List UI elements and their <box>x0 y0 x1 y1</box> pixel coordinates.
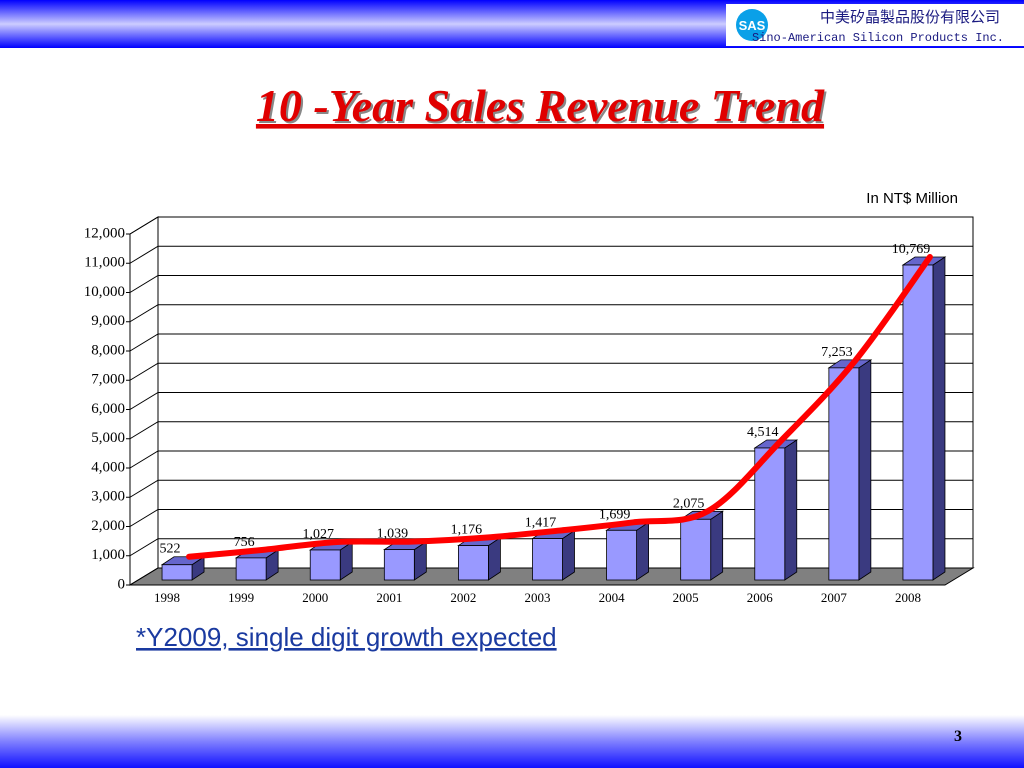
bar-side <box>932 256 946 581</box>
y-tick-label: 4,000 <box>91 459 125 475</box>
x-tick-label: 1998 <box>154 590 180 605</box>
y-tick-label: 9,000 <box>91 313 125 329</box>
bar <box>383 549 415 581</box>
y-tick-label: 3,000 <box>91 489 125 505</box>
value-label: 4,514 <box>747 425 779 440</box>
bar-side <box>784 439 798 581</box>
trend-line <box>186 254 933 560</box>
x-tick-label: 2005 <box>673 590 699 605</box>
x-tick-label: 2000 <box>302 590 328 605</box>
title-shadow: 10 -Year Sales Revenue Trend <box>258 82 827 133</box>
grid-line <box>129 304 973 323</box>
y-tick-label: 2,000 <box>91 518 125 534</box>
grid-line <box>129 392 973 410</box>
chart: 0 1,000 2,000 3,000 4,000 5,000 6,000 7,000 8,00… <box>84 216 975 605</box>
grid-line <box>129 509 973 527</box>
value-label: 756 <box>234 535 255 550</box>
bar <box>828 367 860 581</box>
logo-circle <box>736 9 768 41</box>
y-tick-label: 8,000 <box>91 342 125 358</box>
x-tick-label: 2001 <box>376 590 402 605</box>
y-tick-label: 10,000 <box>84 284 125 300</box>
bar <box>606 529 637 581</box>
x-tick-label: 2007 <box>821 590 848 605</box>
grid-line <box>129 245 973 264</box>
grid-line <box>129 362 973 381</box>
y-tick-label: 11,000 <box>84 255 125 271</box>
bar-side <box>710 510 724 581</box>
value-label: 1,176 <box>451 523 483 538</box>
bar-side <box>562 529 575 581</box>
grid-line <box>129 421 973 440</box>
y-tick-label: 12,000 <box>84 225 125 241</box>
bar <box>902 264 934 581</box>
chart-title: 10 -Year Sales Revenue Trend <box>256 80 825 131</box>
x-tick-label: 2006 <box>747 590 774 605</box>
unit-label: In NT$ Million <box>866 190 958 207</box>
company-cn: 中美矽晶製品股份有限公司 <box>820 8 1000 26</box>
y-tick-label: 0 <box>118 576 126 592</box>
bar-side <box>636 521 649 581</box>
bar-side <box>858 359 872 581</box>
value-label: 2,075 <box>673 496 705 511</box>
bar <box>458 545 489 581</box>
value-label: 522 <box>160 542 181 557</box>
y-tick-label: 6,000 <box>91 401 125 417</box>
x-tick-label: 1999 <box>228 590 254 605</box>
bar <box>532 538 563 581</box>
logo-box <box>726 4 1024 46</box>
value-label: 10,769 <box>892 242 931 257</box>
value-label: 1,699 <box>599 507 631 522</box>
y-tick-label: 1,000 <box>91 547 125 563</box>
y-tick-label: 5,000 <box>91 430 125 446</box>
grid-line <box>129 333 973 352</box>
grid-line <box>129 479 973 498</box>
x-tick-label: 2008 <box>895 590 921 605</box>
y-tick-label: 7,000 <box>91 372 125 388</box>
page-number: 3 <box>954 728 962 745</box>
grid-line <box>129 450 973 469</box>
bar <box>754 447 786 581</box>
logo-text: SAS <box>739 18 766 33</box>
value-label: 1,417 <box>525 516 557 531</box>
x-tick-label: 2004 <box>599 590 626 605</box>
bar <box>235 557 267 581</box>
company-en: Sino-American Silicon Products Inc. <box>752 31 1004 45</box>
footer-bar <box>0 715 1024 768</box>
bar <box>161 564 193 581</box>
value-label: 1,039 <box>377 527 409 542</box>
x-tick-label: 2003 <box>525 590 551 605</box>
value-label: 1,027 <box>302 527 334 542</box>
x-tick-label: 2002 <box>450 590 476 605</box>
bar <box>680 518 712 581</box>
grid-line <box>129 216 973 235</box>
note: *Y2009, single digit growth expected <box>136 622 557 652</box>
grid-line <box>129 275 973 293</box>
value-label: 7,253 <box>821 345 853 360</box>
bar <box>309 549 341 581</box>
